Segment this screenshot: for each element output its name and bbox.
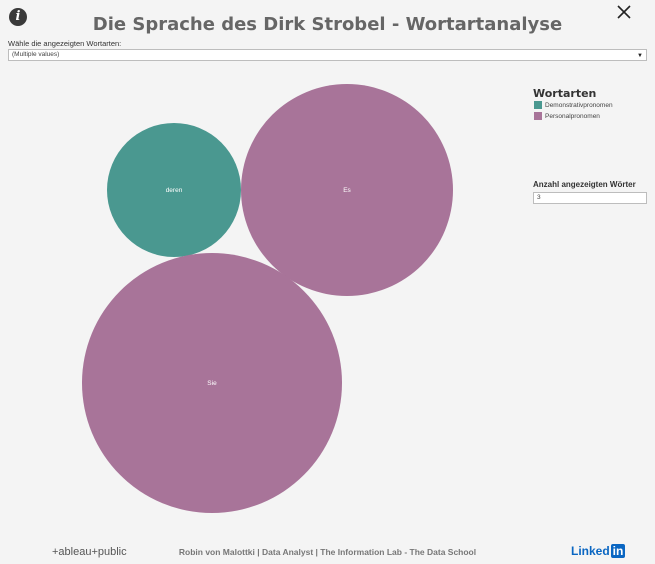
legend-swatch bbox=[534, 112, 542, 120]
parameter-label: Anzahl angezeigten Wörter bbox=[533, 180, 636, 189]
footer-credit: Robin von Malottki | Data Analyst | The … bbox=[178, 547, 477, 557]
legend-swatch bbox=[534, 101, 542, 109]
page-title: Die Sprache des Dirk Strobel - Wortartan… bbox=[92, 14, 563, 35]
bubble-sie[interactable] bbox=[82, 253, 342, 513]
legend-item-demonstrativpronomen[interactable]: Demonstrativpronomen bbox=[534, 101, 613, 110]
bubble-es[interactable] bbox=[241, 84, 453, 296]
tableau-public-logo: +ableau+public bbox=[52, 546, 127, 558]
wortarten-filter-dropdown[interactable]: (Multiple values) ▼ bbox=[8, 49, 647, 61]
filter-selected-value: (Multiple values) bbox=[12, 51, 60, 58]
bubble-label: Sie bbox=[207, 380, 217, 387]
bubble-label: deren bbox=[166, 187, 183, 194]
filter-label: Wähle die angezeigten Wortarten: bbox=[8, 39, 122, 48]
bubble-label: Es bbox=[343, 187, 351, 194]
legend-item-personalpronomen[interactable]: Personalpronomen bbox=[534, 112, 600, 121]
legend-title: Wortarten bbox=[533, 87, 597, 100]
word-count-input[interactable]: 3 bbox=[533, 192, 647, 204]
legend-label: Demonstrativpronomen bbox=[545, 102, 613, 109]
linkedin-text: Linked bbox=[571, 544, 610, 558]
linkedin-in-box: in bbox=[610, 544, 626, 558]
legend-label: Personalpronomen bbox=[545, 113, 600, 120]
close-icon[interactable] bbox=[614, 2, 634, 22]
info-icon[interactable]: i bbox=[9, 8, 27, 26]
bubble-deren[interactable] bbox=[107, 123, 241, 257]
linkedin-logo[interactable]: Linked in bbox=[571, 544, 626, 558]
chevron-down-icon[interactable]: ▼ bbox=[637, 53, 643, 59]
